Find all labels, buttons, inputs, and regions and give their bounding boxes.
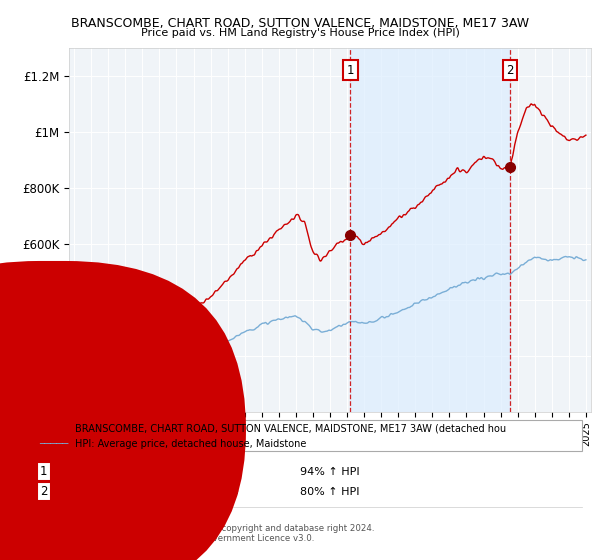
Text: 2: 2 xyxy=(506,63,514,77)
Text: 1: 1 xyxy=(40,465,47,478)
Text: 1: 1 xyxy=(347,63,354,77)
Text: 80% ↑ HPI: 80% ↑ HPI xyxy=(300,487,359,497)
Text: Contains HM Land Registry data © Crown copyright and database right 2024.
This d: Contains HM Land Registry data © Crown c… xyxy=(39,524,374,543)
Text: £630,000: £630,000 xyxy=(186,466,239,477)
Text: HPI: Average price, detached house, Maidstone: HPI: Average price, detached house, Maid… xyxy=(75,438,307,449)
Text: BRANSCOMBE, CHART ROAD, SUTTON VALENCE, MAIDSTONE, ME17 3AW (detached hou: BRANSCOMBE, CHART ROAD, SUTTON VALENCE, … xyxy=(75,424,506,434)
Text: 94% ↑ HPI: 94% ↑ HPI xyxy=(300,466,359,477)
Text: 18-MAR-2011: 18-MAR-2011 xyxy=(69,466,144,477)
Text: 22-JUL-2020: 22-JUL-2020 xyxy=(69,487,137,497)
Text: 2: 2 xyxy=(40,485,47,498)
Bar xyxy=(350,48,510,412)
Text: ─────: ───── xyxy=(39,438,68,449)
Text: ─────: ───── xyxy=(39,424,68,434)
Text: Price paid vs. HM Land Registry's House Price Index (HPI): Price paid vs. HM Land Registry's House … xyxy=(140,28,460,38)
Text: £875,000: £875,000 xyxy=(186,487,239,497)
Text: BRANSCOMBE, CHART ROAD, SUTTON VALENCE, MAIDSTONE, ME17 3AW: BRANSCOMBE, CHART ROAD, SUTTON VALENCE, … xyxy=(71,17,529,30)
